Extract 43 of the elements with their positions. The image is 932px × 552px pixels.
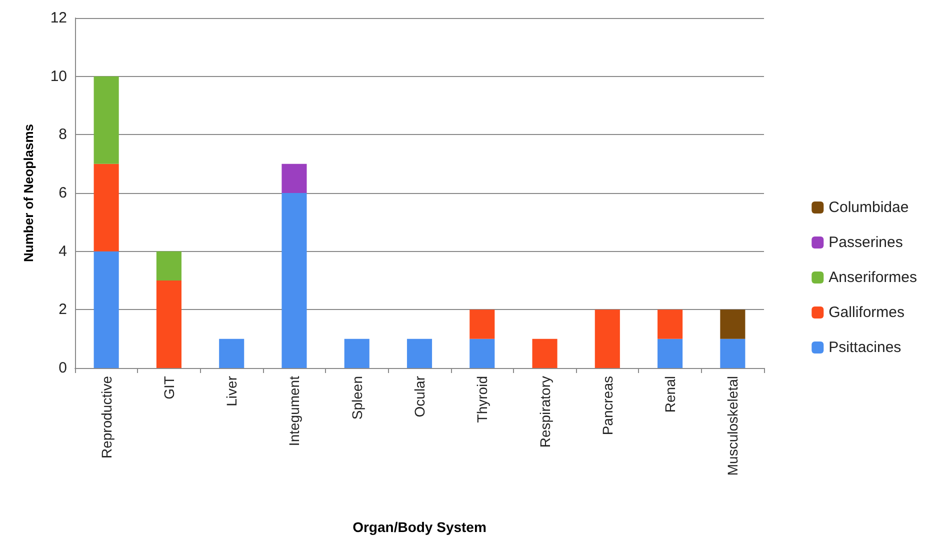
bar <box>470 310 495 339</box>
bar <box>594 310 620 368</box>
bar <box>720 338 746 368</box>
bar <box>282 164 307 193</box>
x-tick-label: Renal <box>662 376 678 413</box>
bar <box>94 76 119 164</box>
legend-label: Galliformes <box>828 304 904 321</box>
bar <box>94 164 119 252</box>
bar <box>532 338 558 368</box>
y-tick-label: 0 <box>58 360 67 376</box>
x-tick-label: Reproductive <box>98 376 114 458</box>
bar <box>658 310 683 339</box>
bar <box>406 338 432 368</box>
bar <box>344 338 370 368</box>
x-tick-label: Respiratory <box>536 376 553 448</box>
bar <box>282 193 307 368</box>
y-tick-label: 10 <box>50 68 67 85</box>
bar <box>720 310 746 339</box>
legend-label: Anseriformes <box>828 269 917 286</box>
y-tick-label: 2 <box>58 301 67 318</box>
y-tick-label: 12 <box>50 10 67 26</box>
y-tick-label: 8 <box>58 126 67 144</box>
legend-label: Columbidae <box>828 199 909 216</box>
x-tick-label: Ocular <box>412 376 428 418</box>
x-tick-label: Spleen <box>348 376 365 420</box>
bar <box>156 280 182 368</box>
x-tick-label: Integument <box>286 376 302 446</box>
bar <box>219 338 244 368</box>
x-axis-title: Organ/Body System <box>352 519 486 535</box>
x-tick-label: Liver <box>224 376 240 406</box>
x-tick-label: Pancreas <box>599 376 616 436</box>
bar <box>94 251 119 368</box>
y-axis-title: Number of Neoplasms <box>21 124 36 262</box>
legend-label: Psittacines <box>828 339 902 356</box>
bar <box>658 338 683 368</box>
bar <box>156 251 182 280</box>
x-tick-label: Thyroid <box>474 376 490 423</box>
bar <box>470 338 495 368</box>
x-tick-label: Musculoskeletal <box>724 376 741 476</box>
legend-label: Passerines <box>828 234 903 251</box>
y-tick-label: 6 <box>58 184 67 202</box>
x-tick-label: GIT <box>160 376 177 400</box>
y-tick-label: 4 <box>58 242 67 260</box>
